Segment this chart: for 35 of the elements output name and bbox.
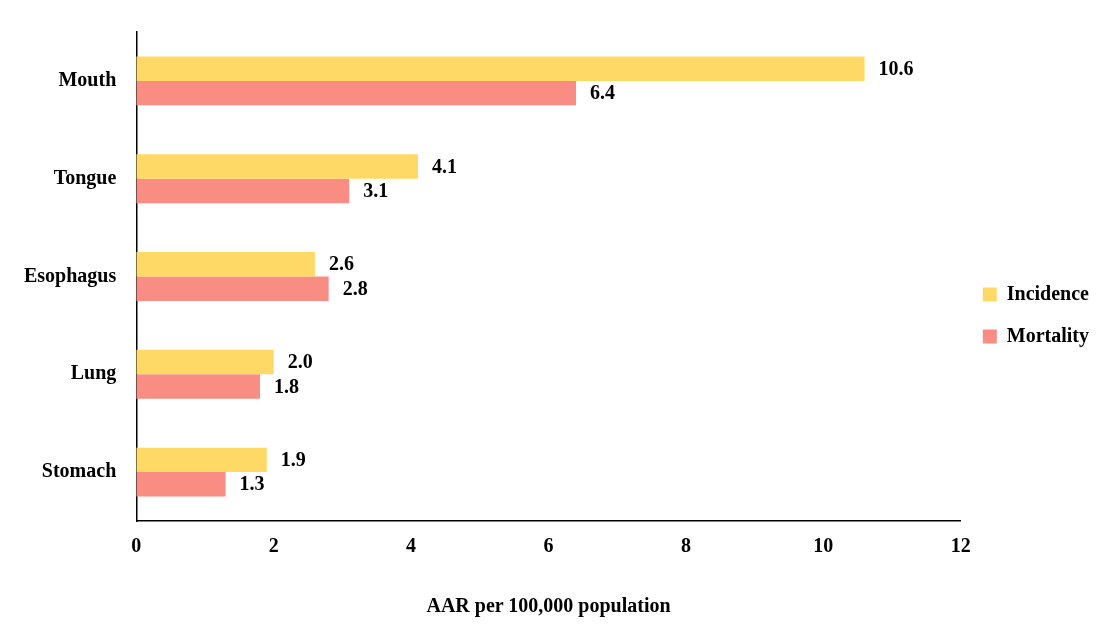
y-tick-label: Lung	[70, 361, 117, 385]
bar	[136, 276, 329, 301]
bar	[136, 56, 865, 81]
x-tick-label: 0	[131, 534, 142, 557]
data-label: 4.1	[431, 154, 457, 177]
data-label: 2.6	[328, 252, 354, 275]
bar	[136, 252, 315, 277]
data-label: 2.0	[287, 350, 313, 373]
y-tick-label: Esophagus	[23, 263, 117, 287]
y-tick-label: Tongue	[53, 165, 117, 189]
x-tick-label: 12	[950, 534, 971, 557]
x-tick-label: 8	[680, 534, 691, 557]
x-tick-label: 2	[268, 534, 279, 557]
data-label: 10.6	[878, 56, 914, 79]
y-tick-label: Stomach	[41, 459, 117, 482]
bar	[136, 349, 274, 375]
bar	[136, 154, 418, 179]
x-tick-label: 6	[543, 534, 554, 557]
x-tick-label: 4	[406, 534, 417, 557]
data-label: 1.3	[239, 472, 265, 495]
data-label: 2.8	[342, 276, 368, 299]
legend-label: Mortality	[1006, 323, 1089, 347]
data-label: 6.4	[590, 81, 616, 104]
bar	[136, 472, 226, 497]
bar	[136, 374, 260, 399]
legend-label: Incidence	[1006, 281, 1090, 304]
bar	[136, 447, 267, 473]
data-label: 1.8	[273, 374, 299, 397]
x-tick-label: 10	[813, 534, 834, 557]
data-label: 3.1	[363, 179, 389, 202]
data-label: 1.9	[280, 448, 306, 471]
bar	[136, 80, 577, 106]
x-axis-title: AAR per 100,000 population	[426, 594, 671, 618]
bar	[136, 178, 350, 204]
y-tick-label: Mouth	[58, 68, 117, 91]
